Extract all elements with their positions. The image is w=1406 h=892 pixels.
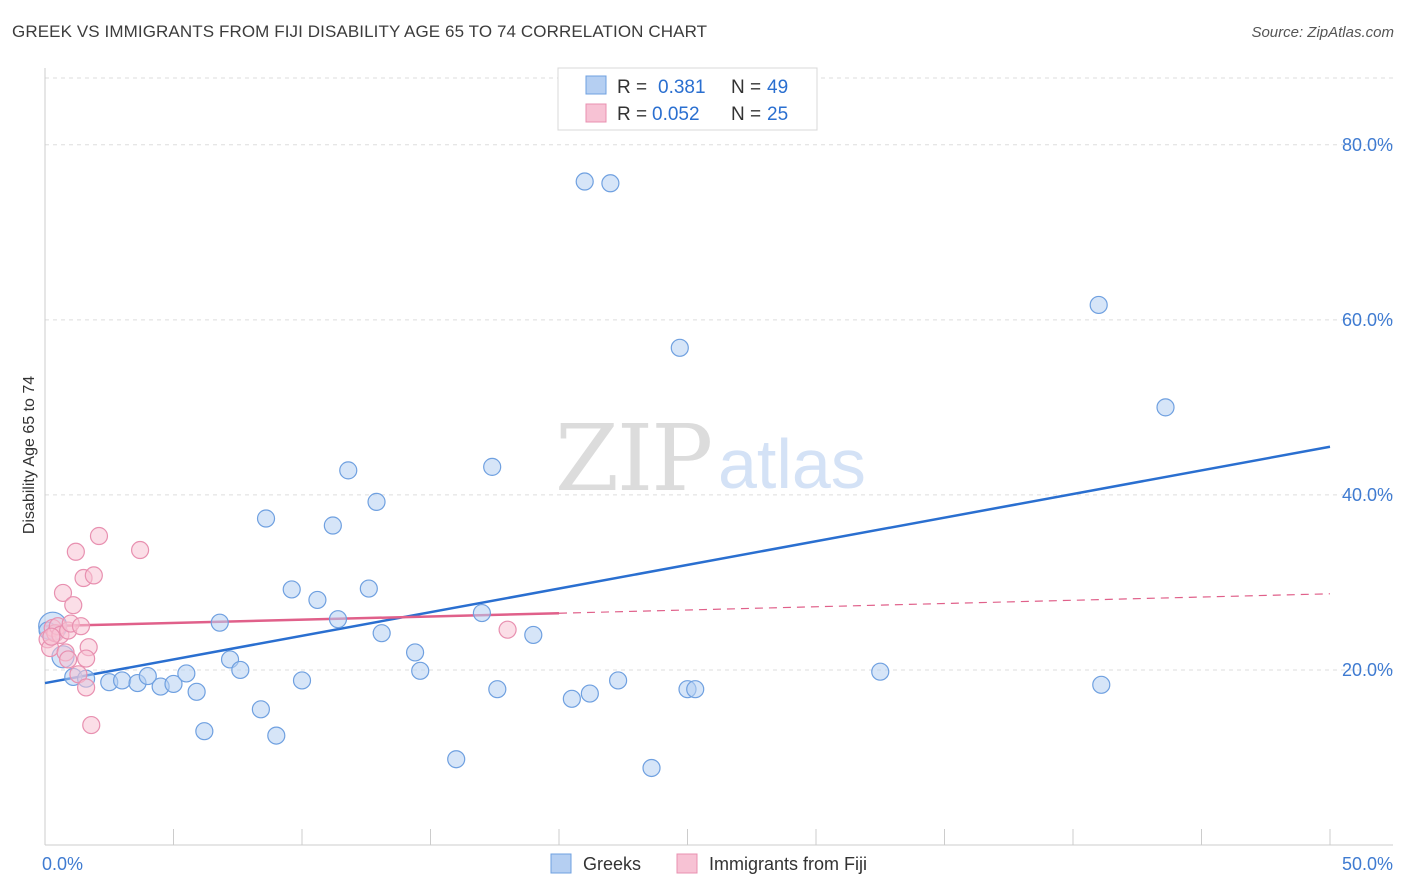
data-point-greeks: [472, 603, 491, 623]
data-point-fiji: [42, 627, 61, 646]
data-point-greeks: [138, 666, 157, 686]
chart-title: GREEK VS IMMIGRANTS FROM FIJI DISABILITY…: [12, 22, 708, 41]
data-point-fiji: [130, 540, 150, 560]
y-tick-labels: 20.0% 40.0% 60.0% 80.0%: [1342, 135, 1393, 680]
y-tick-label: 20.0%: [1342, 660, 1393, 680]
data-point-fiji: [59, 650, 78, 669]
data-point-greeks: [562, 689, 581, 708]
data-point-greeks: [292, 671, 312, 690]
legend-n-value-2: 25: [767, 104, 788, 125]
y-tick-label: 40.0%: [1342, 485, 1393, 505]
series-legend-swatch-fiji: [676, 853, 698, 874]
data-point-greeks: [323, 516, 342, 535]
data-point-greeks: [580, 684, 599, 703]
data-point-greeks: [339, 461, 358, 480]
data-point-greeks: [575, 172, 594, 191]
data-point-fiji: [82, 715, 101, 735]
data-point-fiji: [77, 649, 96, 668]
data-point-greeks: [267, 726, 286, 745]
series-legend: Greeks Immigrants from Fiji: [550, 853, 867, 874]
legend-n-label-1: N =: [731, 77, 761, 98]
legend-swatch-fiji: [585, 103, 607, 123]
data-point-greeks: [256, 509, 276, 528]
data-point-greeks: [601, 174, 620, 193]
data-point-greeks: [447, 750, 466, 769]
data-point-greeks: [177, 664, 196, 683]
trend-line-0: [44, 445, 1331, 685]
data-point-greeks: [609, 671, 628, 690]
data-point-greeks: [359, 579, 378, 598]
data-point-greeks: [405, 643, 425, 662]
data-point-greeks: [231, 660, 250, 680]
data-point-fiji: [71, 617, 91, 636]
data-point-greeks: [372, 624, 391, 643]
legend-n-label-2: N =: [731, 104, 761, 125]
data-point-greeks: [642, 758, 661, 778]
data-point-fiji: [77, 678, 96, 697]
data-point-greeks: [112, 671, 132, 690]
data-point-fiji: [64, 596, 83, 615]
data-point-greeks: [187, 682, 206, 701]
y-tick-label: 80.0%: [1342, 135, 1393, 155]
data-point-greeks: [411, 661, 430, 680]
watermark-zip: ZIP: [555, 405, 711, 512]
data-point-greeks: [871, 662, 890, 681]
data-point-fiji: [84, 566, 103, 585]
data-point-greeks: [308, 590, 327, 610]
data-point-greeks: [488, 680, 507, 699]
data-points: [38, 172, 1175, 778]
data-point-greeks: [251, 700, 270, 719]
legend-r-label-2: R =: [617, 104, 647, 125]
series-legend-greeks: Greeks: [583, 854, 641, 874]
data-point-fiji: [53, 583, 73, 603]
data-point-greeks: [367, 492, 386, 511]
series-legend-swatch-greeks: [550, 853, 572, 874]
x-tick-label-min: 0.0%: [42, 854, 83, 874]
data-point-fiji: [498, 620, 517, 639]
source-label: Source: ZipAtlas.com: [1251, 24, 1394, 41]
legend-r-label-1: R =: [617, 77, 647, 98]
data-point-greeks: [686, 680, 705, 699]
gridlines: [45, 77, 1393, 671]
data-point-greeks: [1092, 675, 1111, 694]
legend-swatch-greeks: [585, 75, 607, 95]
data-point-fiji: [66, 542, 85, 561]
trend-line-dashed-1: [558, 593, 1331, 614]
series-legend-fiji: Immigrants from Fiji: [709, 854, 867, 874]
data-point-greeks: [524, 625, 543, 645]
data-point-greeks: [328, 610, 348, 629]
y-tick-label: 60.0%: [1342, 310, 1393, 330]
data-point-greeks: [483, 457, 502, 476]
legend-r-value-2: 0.052: [652, 104, 700, 125]
watermark-atlas: atlas: [718, 425, 866, 503]
data-point-greeks: [1156, 398, 1175, 417]
data-point-greeks: [210, 613, 229, 632]
axes: [44, 68, 1393, 846]
y-axis-title: Disability Age 65 to 74: [21, 376, 38, 534]
data-point-greeks: [282, 580, 301, 599]
legend-r-value-1: 0.381: [658, 77, 706, 98]
data-point-greeks: [164, 674, 183, 694]
data-point-greeks: [195, 722, 214, 741]
data-point-greeks: [1089, 295, 1108, 315]
x-tick-label-max: 50.0%: [1342, 854, 1393, 874]
legend-n-value-1: 49: [767, 77, 788, 98]
data-point-greeks: [670, 338, 689, 357]
data-point-fiji: [89, 526, 109, 546]
correlation-legend: R = 0.381 N = 49 R = 0.052 N = 25: [557, 67, 818, 131]
